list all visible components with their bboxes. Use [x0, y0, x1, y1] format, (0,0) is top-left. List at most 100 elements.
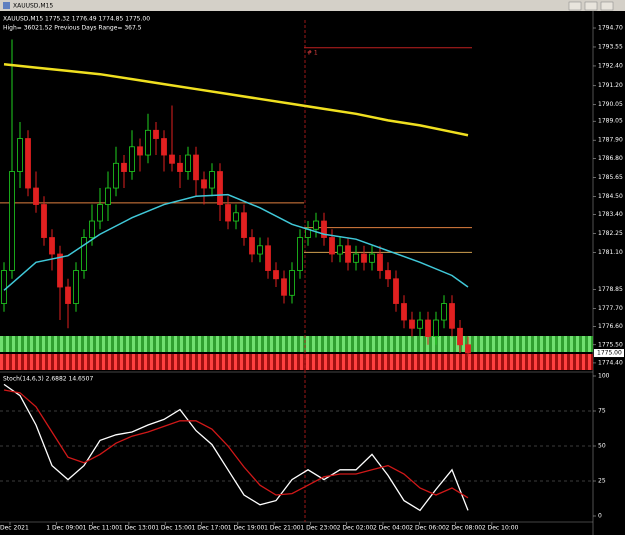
candle-body	[129, 146, 135, 172]
candle-body	[9, 171, 15, 271]
time-label: Dec 2021	[0, 525, 29, 532]
time-label: 1 Dec 23:00	[300, 525, 337, 532]
candle-body	[1, 270, 7, 304]
candle-body	[457, 327, 463, 346]
time-label: 1 Dec 09:00	[46, 525, 83, 532]
current-price-box	[594, 349, 624, 358]
candle-body	[17, 138, 23, 172]
moving-average	[3, 63, 469, 137]
candle-body	[137, 146, 143, 156]
candle-body	[281, 278, 287, 296]
candle-body	[161, 138, 167, 156]
price-label: 1776.60	[598, 323, 623, 330]
stoch-tick-label: 75	[598, 408, 606, 415]
candle-body	[217, 171, 223, 205]
signal-strip-red	[0, 354, 593, 370]
candle-body	[41, 204, 47, 238]
candle-body	[353, 253, 359, 263]
candle-body	[361, 253, 367, 263]
candle-body	[57, 253, 63, 288]
time-label: 2 Dec 08:00	[446, 525, 483, 532]
candle-body	[409, 319, 415, 329]
candle-body	[97, 204, 103, 222]
candle-body	[377, 253, 383, 271]
price-label: 1787.90	[598, 137, 623, 144]
signal-strip-green	[0, 336, 593, 352]
candle-body	[393, 278, 399, 304]
price-label: 1793.55	[598, 43, 623, 50]
candle-body	[209, 171, 215, 189]
price-label: 1778.85	[598, 286, 623, 293]
candle-body	[433, 319, 439, 337]
candle-body	[225, 204, 231, 222]
candle-body	[169, 154, 175, 164]
candle-body	[113, 162, 119, 189]
stoch-tick-label: 0	[598, 513, 602, 520]
candle-body	[193, 154, 199, 181]
price-label: 1774.40	[598, 359, 623, 366]
price-label: 1784.50	[598, 193, 623, 200]
candle-body	[329, 237, 335, 255]
candle-body	[81, 237, 87, 271]
price-label: 1791.20	[598, 82, 623, 89]
candle-body	[89, 220, 95, 238]
candle-body	[289, 270, 295, 296]
candle-body	[313, 220, 319, 230]
candle-body	[345, 245, 351, 263]
price-label: 1794.70	[598, 25, 623, 32]
candle-body	[233, 212, 239, 222]
candle-body	[73, 270, 79, 304]
stoch-tick-label: 50	[598, 443, 606, 450]
maximize-button[interactable]	[584, 1, 598, 11]
candle-body	[153, 129, 159, 139]
price-label: 1789.05	[598, 118, 623, 125]
candle-body	[321, 220, 327, 238]
candle-body	[121, 162, 127, 172]
stats-info: High= 36021.52 Previous Days Range= 367.…	[3, 25, 142, 32]
time-label: 1 Dec 21:00	[264, 525, 301, 532]
candle-body	[249, 237, 255, 255]
time-label: 1 Dec 13:00	[119, 525, 156, 532]
candle-body	[265, 245, 271, 271]
candle-body	[417, 319, 423, 329]
close-button[interactable]	[600, 1, 614, 11]
candle-body	[177, 162, 183, 172]
candle-body	[297, 237, 303, 271]
stoch-line	[3, 383, 469, 512]
price-label: 1783.40	[598, 211, 623, 218]
candle-body	[65, 286, 71, 304]
candle-body	[401, 303, 407, 321]
time-label: 1 Dec 17:00	[192, 525, 229, 532]
title-bar	[0, 0, 625, 11]
window-icon	[3, 2, 10, 9]
time-label: 1 Dec 15:00	[155, 525, 192, 532]
time-label: 1 Dec 19:00	[228, 525, 265, 532]
window-title: XAUUSD,M15	[13, 3, 53, 10]
moving-average	[3, 193, 469, 291]
current-price-label: 1775.00	[597, 350, 622, 357]
candle-body	[465, 344, 471, 354]
candle-body	[385, 270, 391, 280]
candle-body	[33, 187, 39, 205]
candle-body	[337, 245, 343, 255]
price-label: 1792.40	[598, 62, 623, 69]
price-label: 1781.10	[598, 249, 623, 256]
price-label: 1785.65	[598, 174, 623, 181]
time-label: 1 Dec 11:00	[83, 525, 120, 532]
candle-body	[425, 319, 431, 337]
stoch-line	[3, 389, 469, 499]
candle-body	[185, 154, 191, 172]
price-label: 1790.05	[598, 101, 623, 108]
price-label: 1775.50	[598, 341, 623, 348]
candle-body	[369, 253, 375, 263]
time-label: 2 Dec 04:00	[373, 525, 410, 532]
stoch-label: Stoch(14,6,3) 2.6882 14.6507	[3, 376, 94, 383]
time-label: 2 Dec 02:00	[337, 525, 374, 532]
minimize-button[interactable]	[568, 1, 582, 11]
candle-body	[257, 245, 263, 255]
candle-body	[105, 187, 111, 205]
quote-info: XAUUSD,M15 1775.32 1776.49 1774.85 1775.…	[3, 16, 150, 23]
stoch-tick-label: 25	[598, 478, 606, 485]
